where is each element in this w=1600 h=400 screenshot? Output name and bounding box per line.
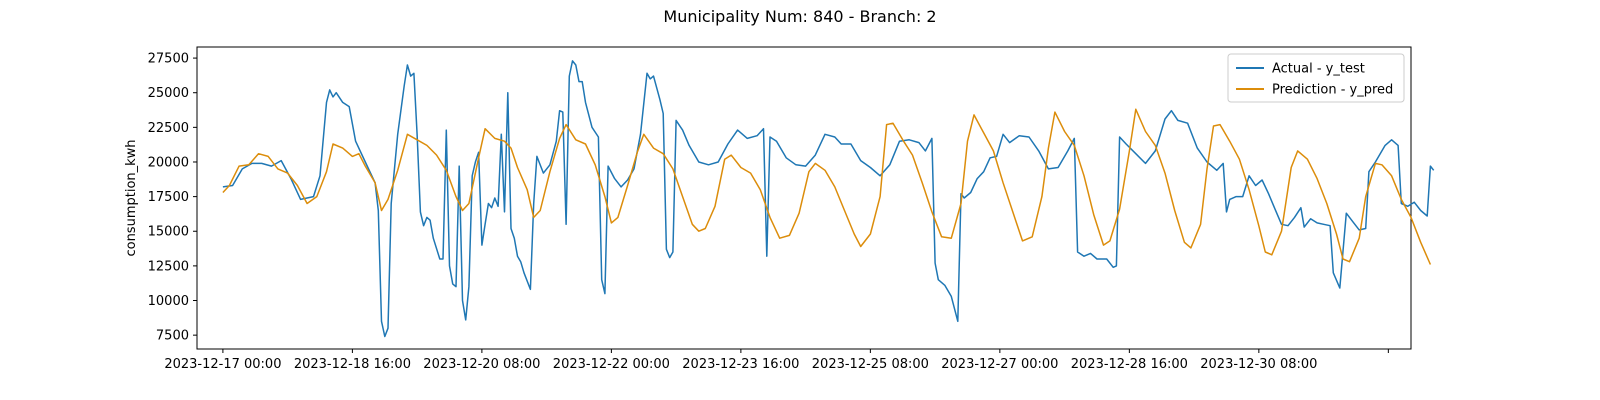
y-axis-label: consumption_kwh xyxy=(124,139,139,256)
legend-label-0: Actual - y_test xyxy=(1272,62,1365,77)
y-tick-label: 25000 xyxy=(148,86,189,101)
series-line-0 xyxy=(222,60,1435,338)
legend: Actual - y_test Prediction - y_pred xyxy=(1227,53,1405,103)
x-tick-label: 2023-12-18 16:00 xyxy=(294,357,411,372)
x-tick-label: 2023-12-17 00:00 xyxy=(164,357,281,372)
y-tick-label: 7500 xyxy=(156,329,189,344)
x-tick-label: 2023-12-30 08:00 xyxy=(1200,357,1317,372)
y-axis: 7500 10000 12500 15000 17500 20000 22500 25000 2… xyxy=(148,52,197,344)
x-tick-label: 2023-12-28 16:00 xyxy=(1071,357,1188,372)
y-tick-label: 22500 xyxy=(148,121,189,136)
x-tick-label: 2023-12-20 08:00 xyxy=(423,357,540,372)
legend-label-1: Prediction - y_pred xyxy=(1272,83,1393,98)
x-axis: 2023-12-17 00:00 2023-12-18 16:00 2023-12-… xyxy=(164,349,1389,372)
y-tick-label: 20000 xyxy=(148,155,189,170)
x-tick-label: 2023-12-25 08:00 xyxy=(812,357,929,372)
series-layer xyxy=(222,60,1435,338)
x-tick-label: 2023-12-22 00:00 xyxy=(553,357,670,372)
series-line-1 xyxy=(222,108,1432,265)
legend-frame xyxy=(1227,53,1405,103)
plot-area xyxy=(196,46,1412,350)
y-tick-label: 12500 xyxy=(148,259,189,274)
y-tick-label: 27500 xyxy=(148,52,189,67)
y-tick-label: 10000 xyxy=(148,294,189,309)
y-tick-label: 17500 xyxy=(148,190,189,205)
x-tick-label: 2023-12-23 16:00 xyxy=(682,357,799,372)
chart-title: Municipality Num: 840 - Branch: 2 xyxy=(663,7,936,26)
x-tick-label: 2023-12-27 00:00 xyxy=(941,357,1058,372)
y-tick-label: 15000 xyxy=(148,225,189,240)
